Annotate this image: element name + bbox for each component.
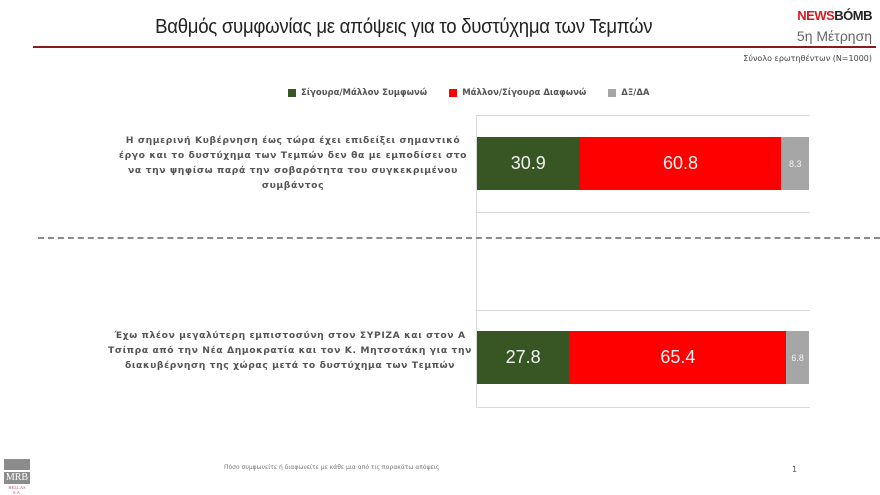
title-underline — [33, 46, 876, 48]
statement-2-label: Έχω πλέον μεγαλύτερη εμπιστοσύνη στον ΣΥ… — [107, 330, 473, 371]
bar-segment-dk: 6.8 — [786, 331, 809, 384]
bar-segment-disagree: 60.8 — [579, 137, 782, 190]
mrb-logo-bar — [4, 459, 30, 470]
legend-item-dk: ΔΞ/ΔΑ — [608, 88, 650, 98]
legend-label-agree: Σίγουρα/Μάλλον Συμφωνώ — [301, 88, 428, 98]
category-axis — [476, 115, 477, 408]
bar-segment-disagree: 65.4 — [569, 331, 787, 384]
measurement-label: 5η Μέτρηση — [796, 28, 872, 44]
sample-size-label: Σύνολο ερωτηθέντων (N=1000) — [743, 54, 872, 63]
legend-swatch-agree — [288, 89, 296, 97]
mrb-logo-text: MRB — [4, 472, 30, 484]
section-divider — [38, 237, 880, 239]
bar-statement-2: 27.8 65.4 6.8 — [477, 331, 809, 384]
chart-title: Βαθμός συμφωνίας με απόψεις για το δυστύ… — [155, 16, 653, 38]
survey-question: Πόσο συμφωνείτε ή διαφωνείτε με κάθε μια… — [224, 464, 440, 471]
legend-label-dk: ΔΞ/ΔΑ — [621, 88, 650, 98]
newsbomb-logo: NEWSBÓMB — [797, 8, 872, 23]
statement-1-label: Η σημερινή Κυβέρνηση έως τώρα έχει επιδε… — [118, 135, 468, 191]
legend-swatch-dk — [608, 89, 617, 97]
legend-item-disagree: Μάλλον/Σίγουρα Διαφωνώ — [449, 88, 586, 98]
gridline — [476, 407, 810, 408]
bar-segment-agree: 30.9 — [477, 137, 580, 190]
gridline — [476, 212, 810, 213]
logo-news-part: NEWS — [797, 8, 835, 23]
bar-statement-1: 30.9 60.8 8.3 — [477, 137, 809, 190]
chart-legend: Σίγουρα/Μάλλον Συμφωνώ Μάλλον/Σίγουρα Δι… — [288, 88, 650, 98]
legend-label-disagree: Μάλλον/Σίγουρα Διαφωνώ — [462, 88, 587, 98]
mrb-logo-subtitle: HELLAS S.A. — [8, 485, 26, 495]
logo-bomb-part: BÓMB — [834, 8, 872, 23]
gridline — [476, 115, 810, 116]
bar-segment-dk: 8.3 — [781, 137, 809, 190]
bar-segment-agree: 27.8 — [477, 331, 570, 384]
legend-swatch-disagree — [449, 89, 458, 97]
page-number: 1 — [792, 465, 798, 474]
legend-item-agree: Σίγουρα/Μάλλον Συμφωνώ — [288, 88, 427, 98]
mrb-logo: MRB HELLAS S.A. — [4, 459, 30, 495]
gridline — [476, 310, 810, 311]
